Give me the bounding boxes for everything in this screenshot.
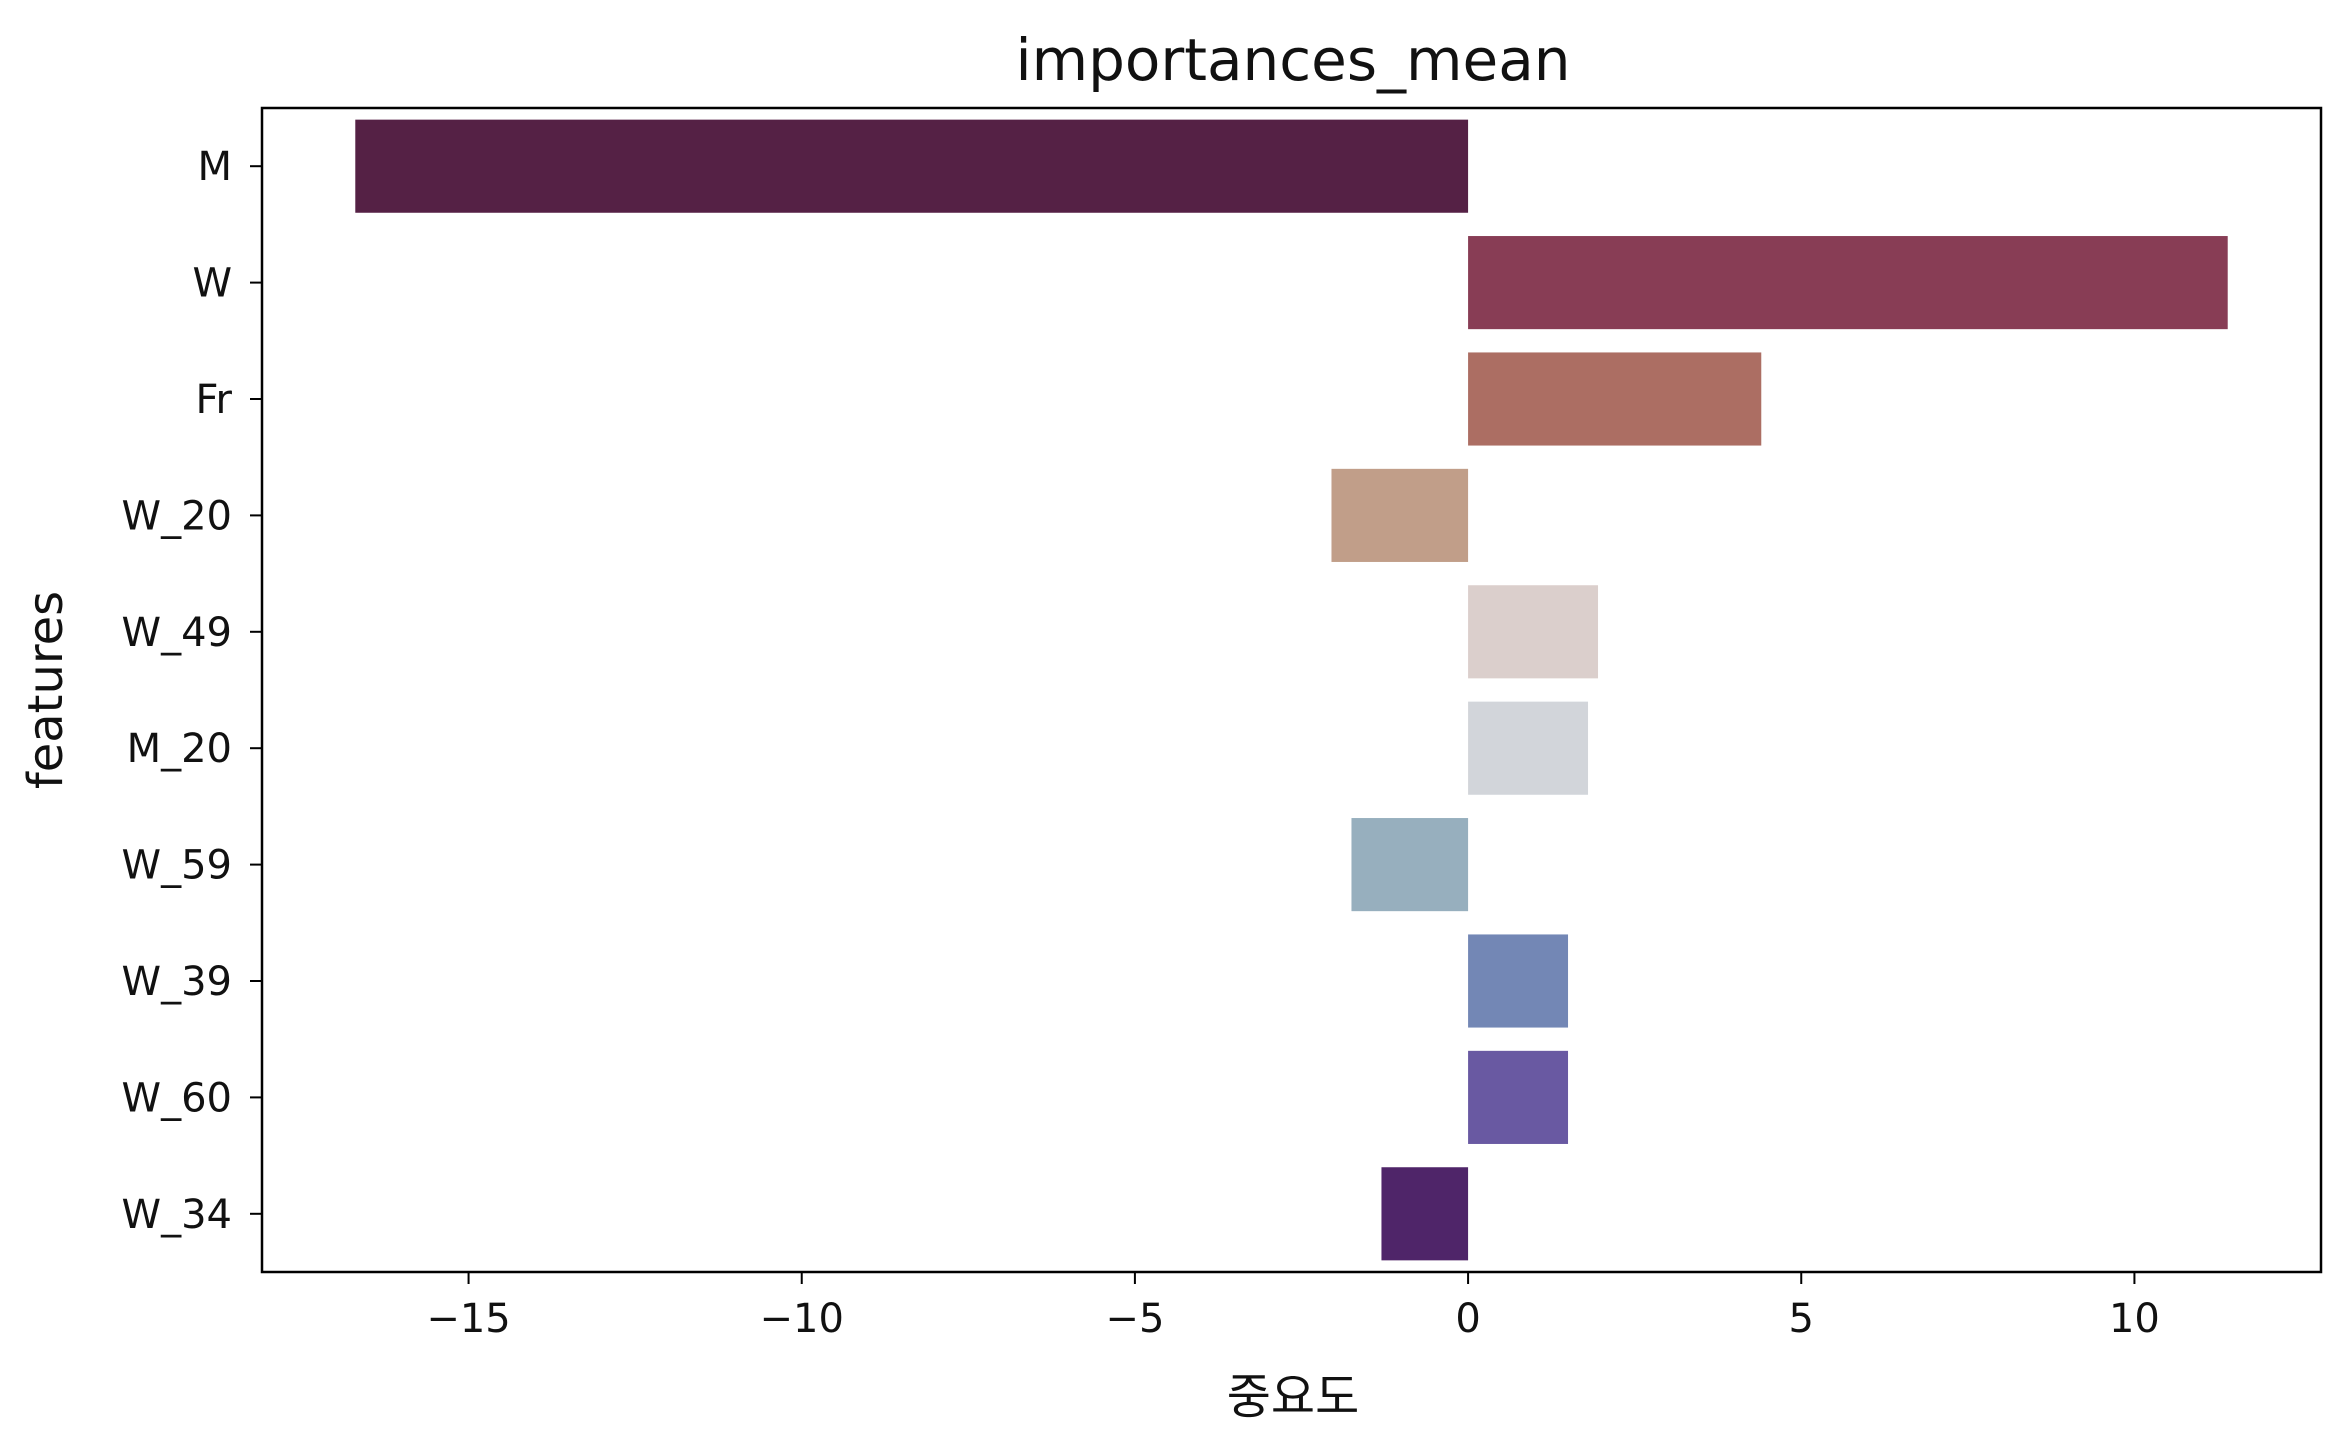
x-tick-label: −10 bbox=[760, 1296, 844, 1342]
bars-group bbox=[355, 119, 2228, 1261]
y-tick-label: W_20 bbox=[122, 493, 232, 539]
y-tick-label: W_34 bbox=[122, 1192, 232, 1238]
x-tick-label: 5 bbox=[1789, 1296, 1814, 1342]
x-tick-label: 10 bbox=[2109, 1296, 2160, 1342]
bar-w-34 bbox=[1381, 1167, 1469, 1261]
bar-w-39 bbox=[1468, 934, 1569, 1028]
bar-m-20 bbox=[1468, 701, 1589, 795]
plot-frame bbox=[260, 106, 2323, 1274]
y-tick-label: W_59 bbox=[122, 843, 232, 889]
x-tick-label: 0 bbox=[1455, 1296, 1480, 1342]
bar-w-49 bbox=[1468, 585, 1599, 679]
y-tick-label: W bbox=[192, 261, 232, 307]
x-tick-label: −15 bbox=[426, 1296, 510, 1342]
x-tick-label: −5 bbox=[1105, 1296, 1164, 1342]
chart-title: importances_mean bbox=[1015, 26, 1570, 94]
y-tick-label: W_39 bbox=[122, 959, 232, 1005]
y-tick-label: W_49 bbox=[122, 610, 232, 656]
bar-m bbox=[355, 119, 1469, 213]
y-tick-label: M bbox=[197, 144, 232, 190]
y-tick-label: Fr bbox=[195, 377, 232, 423]
bar-w bbox=[1468, 236, 2228, 330]
y-axis-label: features bbox=[18, 591, 74, 789]
x-axis-label: 중요도 bbox=[1227, 1369, 1359, 1425]
bar-fr bbox=[1468, 352, 1762, 446]
bar-w-20 bbox=[1331, 468, 1469, 562]
x-axis: −15 −10 −5 0 5 10 bbox=[426, 1272, 2160, 1342]
y-tick-label: M_20 bbox=[127, 726, 232, 772]
bar-w-60 bbox=[1468, 1050, 1569, 1144]
bar-w-59 bbox=[1351, 818, 1469, 912]
y-axis: M W Fr W_20 W_49 M_20 W_59 W_39 W_60 W_34 bbox=[122, 144, 262, 1238]
y-tick-label: W_60 bbox=[122, 1075, 232, 1121]
